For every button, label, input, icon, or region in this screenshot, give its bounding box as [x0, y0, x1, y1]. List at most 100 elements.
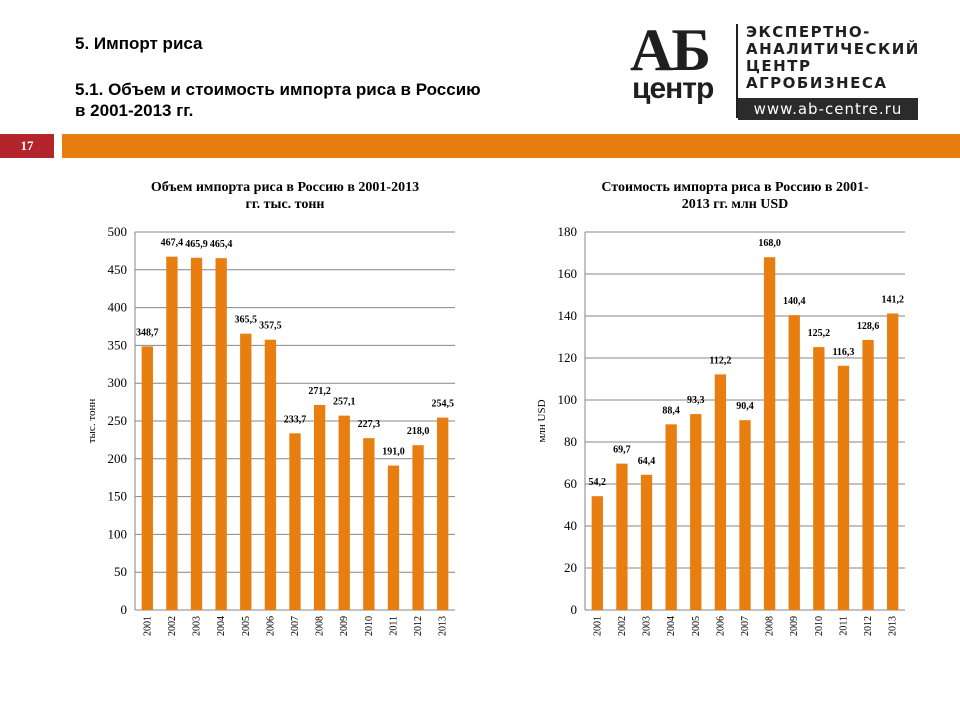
volume-bar-2008 — [313, 404, 326, 610]
value-bar-2011 — [837, 365, 850, 610]
volume-x-tick-label: 2011 — [388, 616, 399, 636]
value-bar-2004 — [665, 424, 677, 610]
value-bar-2008 — [763, 257, 776, 610]
logo-centr-text: центр — [632, 72, 714, 105]
volume-bar-2007 — [289, 433, 301, 610]
volume-x-tick-label: 2006 — [265, 616, 276, 636]
value-y-tick-label: 180 — [558, 224, 578, 239]
value-y-axis-label: млн USD — [536, 399, 548, 442]
header-accent-bar — [62, 134, 960, 158]
value-y-tick-label: 0 — [571, 602, 578, 617]
value-x-tick-label: 2008 — [765, 616, 776, 636]
value-data-label: 88,4 — [662, 405, 680, 416]
volume-data-label: 257,1 — [333, 397, 356, 408]
volume-data-label: 465,4 — [210, 239, 233, 250]
volume-x-tick-label: 2003 — [192, 616, 203, 636]
value-x-tick-label: 2012 — [863, 616, 874, 636]
volume-title-line: Объем импорта риса в Россию в 2001-2013 — [151, 180, 419, 195]
volume-y-tick-label: 0 — [121, 602, 128, 617]
volume-bar-2011 — [387, 465, 400, 610]
volume-data-label: 254,5 — [431, 399, 454, 410]
value-x-tick-label: 2013 — [888, 616, 899, 636]
volume-bar-2005 — [240, 333, 252, 610]
value-x-tick-label: 2007 — [740, 616, 751, 636]
volume-data-label: 191,0 — [382, 447, 405, 458]
value-bar-2007 — [739, 420, 751, 610]
logo-divider — [736, 24, 738, 118]
value-bar-2003 — [640, 474, 653, 610]
section-title: 5. Импорт риса — [75, 34, 203, 53]
volume-y-tick-label: 350 — [108, 337, 128, 352]
volume-data-label: 467,4 — [161, 238, 184, 249]
value-bar-2012 — [862, 339, 874, 610]
value-x-tick-label: 2010 — [814, 616, 825, 636]
value-data-label: 128,6 — [857, 321, 880, 332]
volume-bar-2006 — [264, 339, 277, 610]
value-data-label: 116,3 — [832, 347, 854, 358]
volume-y-tick-label: 300 — [108, 375, 128, 390]
volume-x-tick-label: 2001 — [142, 616, 153, 636]
volume-y-tick-label: 400 — [108, 300, 128, 315]
volume-x-tick-label: 2005 — [241, 616, 252, 636]
value-y-tick-label: 160 — [558, 266, 578, 281]
volume-bar-2010 — [363, 438, 375, 610]
value-y-tick-label: 140 — [558, 308, 578, 323]
volume-x-tick-label: 2009 — [339, 616, 350, 636]
value-data-label: 93,3 — [687, 395, 705, 406]
logo-line-3: ЦЕНТР — [746, 57, 812, 75]
volume-y-tick-label: 200 — [108, 451, 128, 466]
volume-y-tick-label: 450 — [108, 262, 128, 277]
volume-bar-2009 — [338, 415, 350, 610]
logo-line-2: АНАЛИТИЧЕСКИЙ — [746, 40, 920, 58]
volume-x-tick-label: 2010 — [364, 616, 375, 636]
logo-line-4: АГРОБИЗНЕСА — [746, 74, 888, 92]
volume-x-tick-label: 2008 — [315, 616, 326, 636]
import-value-chart: Стоимость импорта риса в Россию в 2001- 2… — [536, 180, 905, 636]
volume-data-label: 271,2 — [308, 386, 331, 397]
value-data-label: 64,4 — [638, 456, 656, 467]
logo-url: www.ab-centre.ru — [738, 98, 918, 120]
volume-data-label: 218,0 — [407, 426, 430, 437]
value-x-tick-label: 2006 — [715, 616, 726, 636]
volume-bar-2013 — [437, 417, 449, 610]
volume-x-tick-label: 2002 — [167, 616, 178, 636]
subtitle-line-1: 5.1. Объем и стоимость импорта риса в Ро… — [75, 80, 481, 99]
value-x-tick-label: 2009 — [789, 616, 800, 636]
value-bar-2013 — [887, 313, 899, 610]
value-data-label: 125,2 — [808, 328, 831, 339]
value-x-tick-label: 2004 — [666, 616, 677, 636]
value-y-tick-label: 120 — [558, 350, 578, 365]
value-data-label: 112,2 — [709, 355, 731, 366]
slide-number: 17 — [0, 134, 54, 158]
value-data-label: 168,0 — [758, 238, 781, 249]
value-title-line: 2013 гг. млн USD — [682, 197, 789, 212]
value-bar-2002 — [616, 463, 628, 610]
volume-y-tick-label: 100 — [108, 526, 128, 541]
value-data-label: 141,2 — [881, 294, 904, 305]
subtitle-line-2: в 2001-2013 гг. — [75, 101, 194, 120]
value-y-tick-label: 20 — [564, 560, 577, 575]
volume-y-tick-label: 50 — [114, 564, 127, 579]
volume-bar-2003 — [190, 257, 203, 610]
volume-y-tick-label: 250 — [108, 413, 128, 428]
value-x-tick-label: 2001 — [592, 616, 603, 636]
volume-title-line: гг. тыс. тонн — [246, 197, 325, 212]
value-y-tick-label: 100 — [558, 392, 578, 407]
volume-data-label: 365,5 — [235, 315, 258, 326]
volume-bar-2001 — [141, 346, 153, 610]
value-bar-2001 — [591, 496, 603, 610]
import-volume-chart: Объем импорта риса в Россию в 2001-2013 г… — [86, 180, 455, 636]
volume-bar-2004 — [215, 258, 227, 610]
volume-y-tick-label: 500 — [108, 224, 128, 239]
value-x-tick-label: 2002 — [617, 616, 628, 636]
logo-line-1: ЭКСПЕРТНО- — [746, 23, 871, 41]
value-data-label: 90,4 — [736, 401, 754, 412]
volume-x-tick-label: 2004 — [216, 616, 227, 636]
volume-x-tick-label: 2013 — [438, 616, 449, 636]
value-title-line: Стоимость импорта риса в Россию в 2001- — [601, 180, 869, 195]
value-data-label: 69,7 — [613, 445, 631, 456]
volume-data-label: 357,5 — [259, 321, 282, 332]
volume-data-label: 348,7 — [136, 327, 159, 338]
volume-x-tick-label: 2007 — [290, 616, 301, 636]
volume-y-axis-label: тыс. тонн — [86, 399, 98, 444]
